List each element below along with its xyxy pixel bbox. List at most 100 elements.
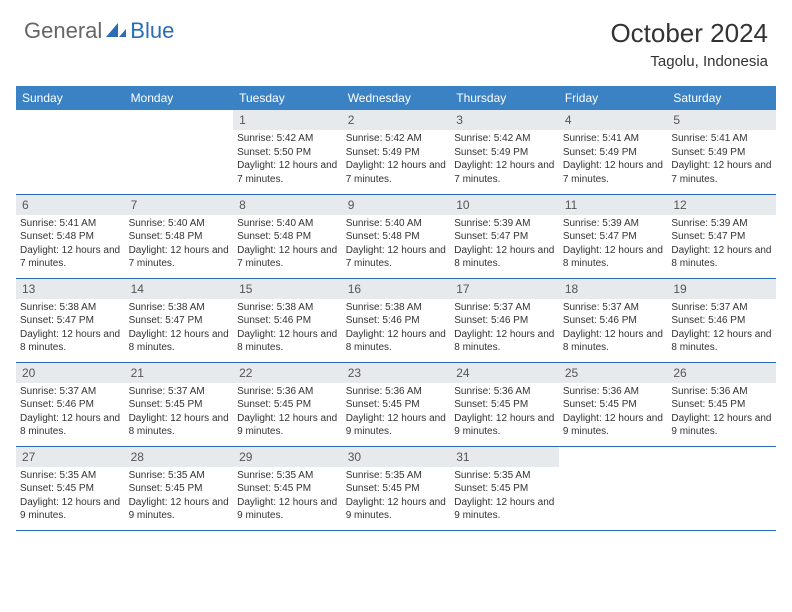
weekday-header: Tuesday — [233, 86, 342, 110]
sunset-text: Sunset: 5:46 PM — [563, 314, 664, 328]
day-number: 16 — [342, 279, 451, 299]
calendar-day-cell: 30Sunrise: 5:35 AMSunset: 5:45 PMDayligh… — [342, 446, 451, 530]
sunrise-text: Sunrise: 5:39 AM — [671, 217, 772, 231]
sunset-text: Sunset: 5:47 PM — [20, 314, 121, 328]
sunrise-text: Sunrise: 5:36 AM — [346, 385, 447, 399]
day-details: Sunrise: 5:38 AMSunset: 5:46 PMDaylight:… — [342, 299, 451, 357]
daylight-text: Daylight: 12 hours and 8 minutes. — [454, 328, 555, 355]
sunrise-text: Sunrise: 5:40 AM — [346, 217, 447, 231]
weekday-header: Monday — [125, 86, 234, 110]
daylight-text: Daylight: 12 hours and 9 minutes. — [454, 412, 555, 439]
sunrise-text: Sunrise: 5:35 AM — [129, 469, 230, 483]
sunset-text: Sunset: 5:47 PM — [563, 230, 664, 244]
day-details: Sunrise: 5:36 AMSunset: 5:45 PMDaylight:… — [559, 383, 668, 441]
sunset-text: Sunset: 5:50 PM — [237, 146, 338, 160]
month-title: October 2024 — [610, 18, 768, 49]
calendar-day-cell: 18Sunrise: 5:37 AMSunset: 5:46 PMDayligh… — [559, 278, 668, 362]
sunset-text: Sunset: 5:45 PM — [454, 482, 555, 496]
sunset-text: Sunset: 5:45 PM — [671, 398, 772, 412]
weekday-header: Wednesday — [342, 86, 451, 110]
day-number: 18 — [559, 279, 668, 299]
day-details: Sunrise: 5:37 AMSunset: 5:46 PMDaylight:… — [667, 299, 776, 357]
day-number: 22 — [233, 363, 342, 383]
calendar-day-cell — [667, 446, 776, 530]
daylight-text: Daylight: 12 hours and 7 minutes. — [454, 159, 555, 186]
sunset-text: Sunset: 5:46 PM — [346, 314, 447, 328]
day-number: 21 — [125, 363, 234, 383]
day-details: Sunrise: 5:36 AMSunset: 5:45 PMDaylight:… — [342, 383, 451, 441]
day-details: Sunrise: 5:37 AMSunset: 5:46 PMDaylight:… — [450, 299, 559, 357]
sunset-text: Sunset: 5:49 PM — [346, 146, 447, 160]
calendar-day-cell: 27Sunrise: 5:35 AMSunset: 5:45 PMDayligh… — [16, 446, 125, 530]
sunrise-text: Sunrise: 5:37 AM — [20, 385, 121, 399]
daylight-text: Daylight: 12 hours and 8 minutes. — [129, 412, 230, 439]
calendar-day-cell: 22Sunrise: 5:36 AMSunset: 5:45 PMDayligh… — [233, 362, 342, 446]
day-details: Sunrise: 5:35 AMSunset: 5:45 PMDaylight:… — [450, 467, 559, 525]
sunset-text: Sunset: 5:45 PM — [129, 398, 230, 412]
sunset-text: Sunset: 5:46 PM — [237, 314, 338, 328]
calendar-day-cell: 25Sunrise: 5:36 AMSunset: 5:45 PMDayligh… — [559, 362, 668, 446]
calendar-day-cell: 4Sunrise: 5:41 AMSunset: 5:49 PMDaylight… — [559, 110, 668, 194]
sunrise-text: Sunrise: 5:41 AM — [563, 132, 664, 146]
day-details: Sunrise: 5:41 AMSunset: 5:49 PMDaylight:… — [667, 130, 776, 188]
day-details: Sunrise: 5:42 AMSunset: 5:49 PMDaylight:… — [450, 130, 559, 188]
weekday-header: Friday — [559, 86, 668, 110]
day-number: 8 — [233, 195, 342, 215]
sunset-text: Sunset: 5:47 PM — [454, 230, 555, 244]
daylight-text: Daylight: 12 hours and 9 minutes. — [20, 496, 121, 523]
sunset-text: Sunset: 5:45 PM — [237, 398, 338, 412]
day-details: Sunrise: 5:37 AMSunset: 5:46 PMDaylight:… — [16, 383, 125, 441]
day-number: 13 — [16, 279, 125, 299]
sunrise-text: Sunrise: 5:41 AM — [671, 132, 772, 146]
sunset-text: Sunset: 5:49 PM — [454, 146, 555, 160]
daylight-text: Daylight: 12 hours and 9 minutes. — [346, 496, 447, 523]
daylight-text: Daylight: 12 hours and 7 minutes. — [671, 159, 772, 186]
day-details: Sunrise: 5:41 AMSunset: 5:48 PMDaylight:… — [16, 215, 125, 273]
sunrise-text: Sunrise: 5:42 AM — [454, 132, 555, 146]
sunset-text: Sunset: 5:49 PM — [563, 146, 664, 160]
sunset-text: Sunset: 5:45 PM — [454, 398, 555, 412]
day-details: Sunrise: 5:39 AMSunset: 5:47 PMDaylight:… — [450, 215, 559, 273]
calendar-day-cell: 11Sunrise: 5:39 AMSunset: 5:47 PMDayligh… — [559, 194, 668, 278]
calendar-day-cell: 15Sunrise: 5:38 AMSunset: 5:46 PMDayligh… — [233, 278, 342, 362]
calendar-day-cell: 17Sunrise: 5:37 AMSunset: 5:46 PMDayligh… — [450, 278, 559, 362]
calendar-day-cell: 29Sunrise: 5:35 AMSunset: 5:45 PMDayligh… — [233, 446, 342, 530]
daylight-text: Daylight: 12 hours and 8 minutes. — [346, 328, 447, 355]
title-block: October 2024 Tagolu, Indonesia — [610, 18, 768, 70]
calendar-day-cell: 31Sunrise: 5:35 AMSunset: 5:45 PMDayligh… — [450, 446, 559, 530]
day-number: 29 — [233, 447, 342, 467]
day-details: Sunrise: 5:42 AMSunset: 5:50 PMDaylight:… — [233, 130, 342, 188]
sunrise-text: Sunrise: 5:35 AM — [237, 469, 338, 483]
sunrise-text: Sunrise: 5:36 AM — [563, 385, 664, 399]
daylight-text: Daylight: 12 hours and 8 minutes. — [563, 328, 664, 355]
day-details: Sunrise: 5:38 AMSunset: 5:46 PMDaylight:… — [233, 299, 342, 357]
day-details: Sunrise: 5:35 AMSunset: 5:45 PMDaylight:… — [233, 467, 342, 525]
sunset-text: Sunset: 5:49 PM — [671, 146, 772, 160]
daylight-text: Daylight: 12 hours and 7 minutes. — [20, 244, 121, 271]
sunset-text: Sunset: 5:47 PM — [129, 314, 230, 328]
sunrise-text: Sunrise: 5:42 AM — [237, 132, 338, 146]
sunset-text: Sunset: 5:45 PM — [346, 398, 447, 412]
day-number: 27 — [16, 447, 125, 467]
daylight-text: Daylight: 12 hours and 7 minutes. — [346, 244, 447, 271]
day-details: Sunrise: 5:37 AMSunset: 5:45 PMDaylight:… — [125, 383, 234, 441]
calendar-day-cell — [125, 110, 234, 194]
day-number: 3 — [450, 110, 559, 130]
daylight-text: Daylight: 12 hours and 9 minutes. — [237, 412, 338, 439]
sunset-text: Sunset: 5:45 PM — [237, 482, 338, 496]
sunrise-text: Sunrise: 5:39 AM — [454, 217, 555, 231]
day-details: Sunrise: 5:38 AMSunset: 5:47 PMDaylight:… — [125, 299, 234, 357]
sunrise-text: Sunrise: 5:37 AM — [454, 301, 555, 315]
day-number: 10 — [450, 195, 559, 215]
calendar-week-row: 20Sunrise: 5:37 AMSunset: 5:46 PMDayligh… — [16, 362, 776, 446]
sunrise-text: Sunrise: 5:38 AM — [346, 301, 447, 315]
weekday-header-row: Sunday Monday Tuesday Wednesday Thursday… — [16, 86, 776, 110]
sunrise-text: Sunrise: 5:41 AM — [20, 217, 121, 231]
calendar-day-cell — [16, 110, 125, 194]
sunset-text: Sunset: 5:48 PM — [129, 230, 230, 244]
sunset-text: Sunset: 5:48 PM — [237, 230, 338, 244]
calendar-day-cell: 14Sunrise: 5:38 AMSunset: 5:47 PMDayligh… — [125, 278, 234, 362]
calendar-day-cell: 24Sunrise: 5:36 AMSunset: 5:45 PMDayligh… — [450, 362, 559, 446]
weekday-header: Thursday — [450, 86, 559, 110]
sunset-text: Sunset: 5:46 PM — [454, 314, 555, 328]
